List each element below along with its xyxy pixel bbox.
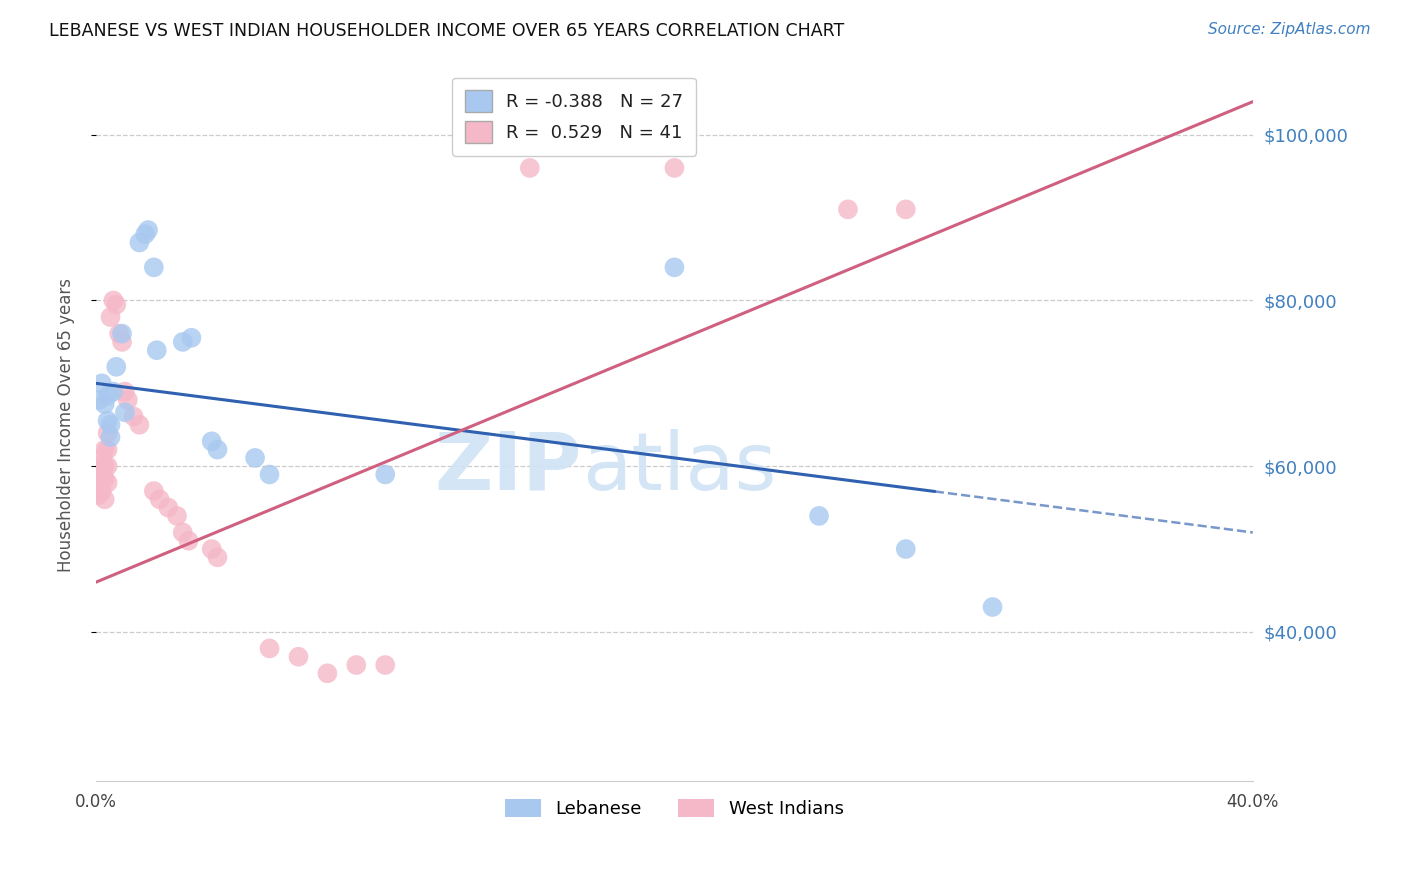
Point — [114, 405, 136, 419]
Point — [87, 475, 110, 490]
Point — [259, 467, 281, 482]
Legend: Lebanese, West Indians: Lebanese, West Indians — [498, 791, 851, 825]
Point — [207, 550, 229, 565]
Point — [97, 425, 120, 440]
Point — [111, 326, 134, 341]
Point — [97, 442, 120, 457]
Point — [172, 525, 194, 540]
Point — [90, 450, 112, 465]
Point — [97, 414, 120, 428]
Point — [374, 658, 396, 673]
Point — [97, 475, 120, 490]
Point — [207, 442, 229, 457]
Point — [93, 492, 115, 507]
Point — [87, 488, 110, 502]
Point — [93, 472, 115, 486]
Point — [157, 500, 180, 515]
Point — [201, 542, 224, 557]
Point — [87, 392, 110, 407]
Point — [180, 331, 202, 345]
Point — [664, 260, 686, 275]
Point — [87, 483, 110, 498]
Point — [100, 430, 122, 444]
Text: ZIP: ZIP — [434, 428, 582, 507]
Point — [316, 666, 339, 681]
Point — [166, 508, 188, 523]
Point — [97, 389, 120, 403]
Point — [142, 260, 165, 275]
Point — [172, 334, 194, 349]
Text: Source: ZipAtlas.com: Source: ZipAtlas.com — [1208, 22, 1371, 37]
Point — [128, 417, 150, 432]
Y-axis label: Householder Income Over 65 years: Householder Income Over 65 years — [58, 277, 75, 572]
Point — [97, 459, 120, 474]
Text: atlas: atlas — [582, 428, 776, 507]
Point — [374, 467, 396, 482]
Point — [90, 483, 112, 498]
Point — [117, 392, 139, 407]
Point — [90, 467, 112, 482]
Point — [136, 223, 159, 237]
Point — [519, 161, 541, 175]
Point — [259, 641, 281, 656]
Point — [105, 298, 128, 312]
Point — [100, 310, 122, 324]
Point — [287, 649, 309, 664]
Point — [145, 343, 167, 358]
Point — [122, 409, 145, 424]
Point — [894, 202, 917, 217]
Point — [90, 376, 112, 391]
Point — [201, 434, 224, 449]
Point — [177, 533, 200, 548]
Point — [149, 492, 172, 507]
Point — [837, 202, 859, 217]
Point — [87, 459, 110, 474]
Point — [114, 384, 136, 399]
Point — [243, 450, 266, 465]
Point — [103, 384, 125, 399]
Point — [142, 483, 165, 498]
Point — [808, 508, 831, 523]
Point — [93, 459, 115, 474]
Point — [134, 227, 156, 242]
Point — [93, 442, 115, 457]
Point — [100, 417, 122, 432]
Point — [108, 326, 131, 341]
Point — [103, 293, 125, 308]
Point — [93, 397, 115, 411]
Text: LEBANESE VS WEST INDIAN HOUSEHOLDER INCOME OVER 65 YEARS CORRELATION CHART: LEBANESE VS WEST INDIAN HOUSEHOLDER INCO… — [49, 22, 845, 40]
Point — [344, 658, 367, 673]
Point — [981, 600, 1004, 615]
Point — [128, 235, 150, 250]
Point — [111, 334, 134, 349]
Point — [894, 542, 917, 557]
Point — [664, 161, 686, 175]
Point — [105, 359, 128, 374]
